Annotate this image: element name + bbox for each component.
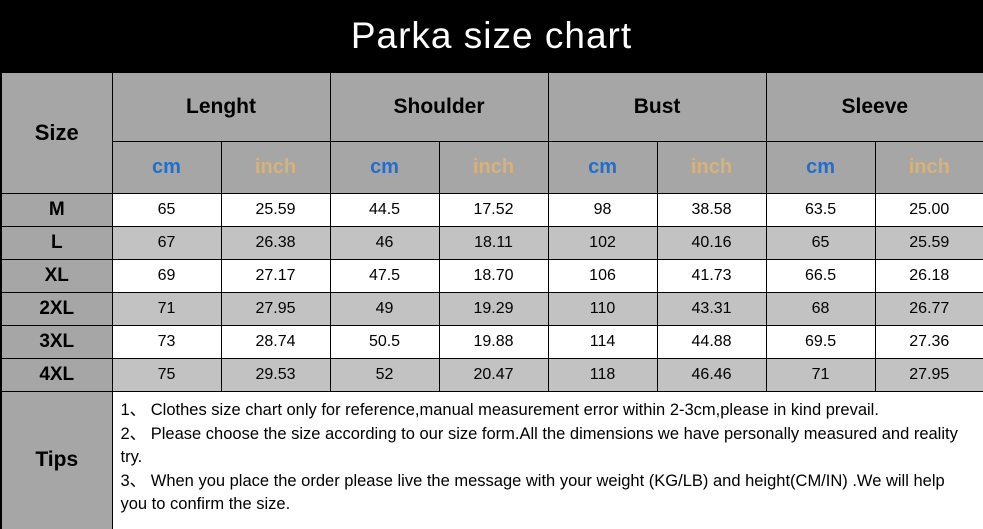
unit-bust-inch: inch [656,140,767,194]
value-cell: 98 [547,192,658,227]
unit-bust-cm: cm [547,140,658,194]
value-cell: 66.5 [765,258,876,293]
value-cell: 18.11 [438,225,549,260]
value-cell: 44.5 [329,192,440,227]
value-cell: 71 [765,357,876,392]
value-cell: 41.73 [656,258,767,293]
value-cell: 26.77 [874,291,983,326]
value-cell: 25.59 [874,225,983,260]
row-size-label: M [0,192,113,227]
value-cell: 25.59 [220,192,331,227]
value-cell: 28.74 [220,324,331,359]
value-cell: 71 [111,291,222,326]
value-cell: 47.5 [329,258,440,293]
unit-sleeve-inch: inch [874,140,983,194]
tip-line-3: 3、 When you place the order please live … [120,471,945,513]
value-cell: 29.53 [220,357,331,392]
value-cell: 26.18 [874,258,983,293]
value-cell: 118 [547,357,658,392]
value-cell: 102 [547,225,658,260]
value-cell: 40.16 [656,225,767,260]
value-cell: 68 [765,291,876,326]
unit-shoulder-inch: inch [438,140,549,194]
value-cell: 25.00 [874,192,983,227]
table-row: XL 69 27.17 47.5 18.70 106 41.73 66.5 26… [0,258,983,293]
value-cell: 75 [111,357,222,392]
value-cell: 69.5 [765,324,876,359]
unit-length-inch: inch [220,140,331,194]
value-cell: 114 [547,324,658,359]
value-cell: 19.88 [438,324,549,359]
row-size-label: L [0,225,113,260]
value-cell: 46.46 [656,357,767,392]
value-cell: 73 [111,324,222,359]
unit-sleeve-cm: cm [765,140,876,194]
value-cell: 20.47 [438,357,549,392]
page-title: Parka size chart [350,14,633,56]
unit-shoulder-cm: cm [329,140,440,194]
table-row: M 65 25.59 44.5 17.52 98 38.58 63.5 25.0… [0,192,983,227]
value-cell: 26.38 [220,225,331,260]
unit-header-row: cm inch cm inch cm inch cm inch [1,140,983,194]
group-header-length: Lenght [111,71,331,142]
value-cell: 27.36 [874,324,983,359]
value-cell: 46 [329,225,440,260]
table-row: L 67 26.38 46 18.11 102 40.16 65 25.59 [0,225,983,260]
row-size-label: 3XL [0,324,113,359]
value-cell: 110 [547,291,658,326]
value-cell: 18.70 [438,258,549,293]
value-cell: 27.95 [220,291,331,326]
value-cell: 27.95 [874,357,983,392]
value-cell: 106 [547,258,658,293]
value-cell: 69 [111,258,222,293]
size-column-header: Size [0,71,113,194]
table-row: 3XL 73 28.74 50.5 19.88 114 44.88 69.5 2… [0,324,983,359]
row-size-label: 4XL [0,357,113,392]
value-cell: 52 [329,357,440,392]
value-cell: 17.52 [438,192,549,227]
chart-title-bar: Parka size chart [0,0,983,71]
value-cell: 50.5 [329,324,440,359]
tips-row: Tips 1、 Clothes size chart only for refe… [0,390,983,529]
table-row: 2XL 71 27.95 49 19.29 110 43.31 68 26.77 [0,291,983,326]
value-cell: 44.88 [656,324,767,359]
value-cell: 43.31 [656,291,767,326]
value-cell: 49 [329,291,440,326]
tips-content: 1、 Clothes size chart only for reference… [111,390,983,529]
group-header-shoulder: Shoulder [329,71,549,142]
value-cell: 38.58 [656,192,767,227]
unit-length-cm: cm [111,140,222,194]
tip-line-1: 1、 Clothes size chart only for reference… [120,400,879,419]
group-header-bust: Bust [547,71,767,142]
group-header-sleeve: Sleeve [765,71,983,142]
value-cell: 67 [111,225,222,260]
table-header-row: Size Lenght Shoulder Bust Sleeve [0,71,983,194]
size-chart-table: Size Lenght Shoulder Bust Sleeve cm inch… [0,71,983,529]
value-cell: 65 [765,225,876,260]
value-cell: 27.17 [220,258,331,293]
value-cell: 63.5 [765,192,876,227]
value-cell: 19.29 [438,291,549,326]
row-size-label: XL [0,258,113,293]
tip-line-2: 2、 Please choose the size according to o… [120,424,958,466]
table-row: 4XL 75 29.53 52 20.47 118 46.46 71 27.95 [0,357,983,392]
value-cell: 65 [111,192,222,227]
tips-label: Tips [0,390,113,529]
row-size-label: 2XL [0,291,113,326]
